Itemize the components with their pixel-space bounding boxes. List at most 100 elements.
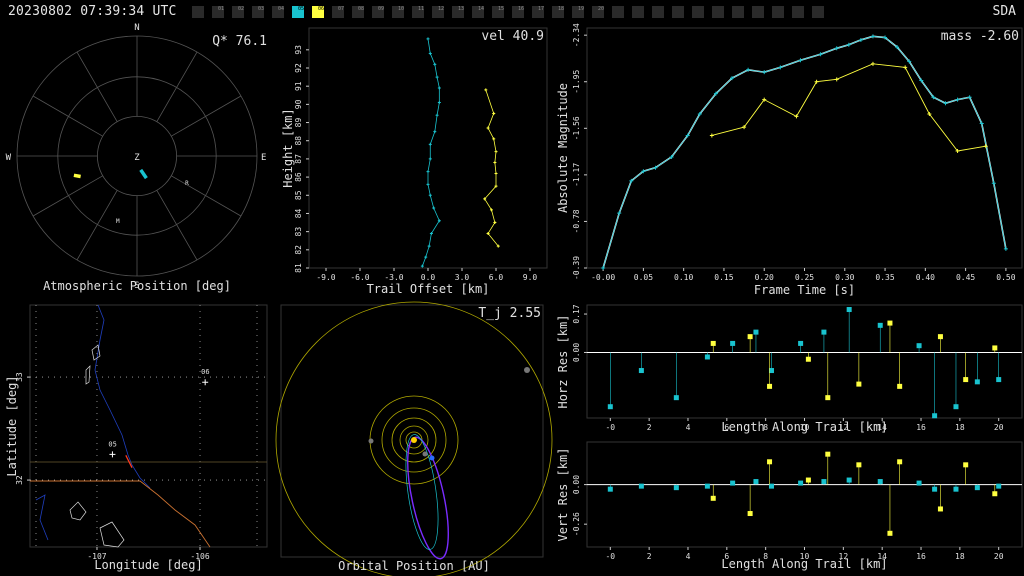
residual-point [768,368,774,374]
y-tick-label: 82 [294,245,303,255]
planet-marker [524,367,530,373]
camera-box: 06 [312,6,324,18]
data-point [493,161,497,165]
x-tick-label: 10 [800,423,810,432]
x-tick-label: 0.40 [916,273,935,282]
x-tick-label: -0.00 [591,273,615,282]
residual-point [798,340,804,346]
residual-point [767,459,773,465]
x-tick-label: 14 [877,552,887,561]
compass-label: N [134,23,139,33]
data-point [778,65,783,70]
q-annotation: Q* 76.1 [212,34,267,49]
residual-point [932,486,938,492]
residual-point [704,354,710,360]
x-tick-label: 16 [916,423,926,432]
data-point [794,114,799,119]
data-point [931,95,936,100]
x-tick-label: 0.10 [674,273,693,282]
plot-annotation: mass -2.60 [941,29,1019,44]
x-tick-label: -107 [87,552,106,561]
data-point [713,91,718,96]
x-tick-label: 8 [763,423,768,432]
residual-point [974,379,980,385]
polar-spoke [171,95,242,137]
x-axis-label: Longitude [deg] [94,558,202,572]
camera-box: 14 [472,6,484,18]
station-label: 05 [108,440,116,448]
y-tick-label: -0.26 [572,512,581,536]
polar-spoke [76,51,118,122]
data-point [834,46,839,51]
meteor-track [73,173,81,179]
compass-label: S [134,281,139,291]
data-point [983,144,988,149]
data-point [492,111,496,115]
y-tick-label: 88 [294,136,303,146]
orbit-plot: T_j 2.55 Orbital Position [AU] [275,301,553,576]
fit-line [602,35,1007,269]
data-point [429,231,433,235]
residual-point [996,377,1002,383]
plot-frame [586,441,1023,548]
data-point [489,208,493,212]
plot-frame [586,27,1023,269]
data-point [979,121,984,126]
data-point [435,75,439,79]
x-tick-label: -3.0 [384,273,403,282]
meteoroid-orbit [407,436,449,560]
y-tick-label: 0.00 [572,475,581,494]
residual-point [887,320,893,326]
series-line [602,35,1007,269]
data-point [427,244,431,248]
camera-box [752,6,764,18]
x-tick-label: -0 [605,552,615,561]
magnitude-plot: -0.00 0.05 0.10 0.15 0.20 0.25 0.30 0.35 0.40 0.4… [556,23,1023,297]
data-point [870,61,875,66]
data-point [486,231,490,235]
x-tick-label: 8 [763,552,768,561]
residual-point [710,340,716,346]
data-point [428,142,432,146]
camera-box: 13 [452,6,464,18]
data-point [437,86,441,90]
meteor-track [139,168,148,180]
data-point [903,65,908,70]
data-point [617,211,622,216]
residual-point [753,329,759,335]
camera-box: 05 [292,6,304,18]
plot-frame [586,304,1023,419]
y-tick-label: 89 [294,118,303,128]
data-point [955,97,960,102]
data-point [433,62,437,66]
residual-point [856,381,862,387]
data-point [697,111,702,116]
camera-box: 11 [412,6,424,18]
data-point [426,37,430,41]
residual-point [877,479,883,485]
residual-point [897,459,903,465]
x-tick-label: 0.05 [634,273,653,282]
x-tick-label: -9.0 [316,273,335,282]
x-tick-label: 6 [724,423,729,432]
y-tick-label: 90 [294,99,303,109]
data-point [493,221,497,225]
data-point [202,379,209,386]
camera-box: 18 [552,6,564,18]
y-tick-label: -1.95 [572,70,581,94]
residual-point [767,383,773,389]
camera-box: 19 [572,6,584,18]
x-tick-label: 14 [877,423,887,432]
y-tick-label: 93 [294,45,303,55]
y-tick-label: 32 [15,475,24,485]
data-point [492,137,496,141]
data-point [762,97,767,102]
residual-point [730,340,736,346]
data-point [428,157,432,161]
y-tick-label: 86 [294,172,303,182]
camera-box [812,6,824,18]
county-border [35,494,49,541]
residual-point [974,485,980,491]
x-axis-label: Length Along Trail [km] [721,420,887,434]
